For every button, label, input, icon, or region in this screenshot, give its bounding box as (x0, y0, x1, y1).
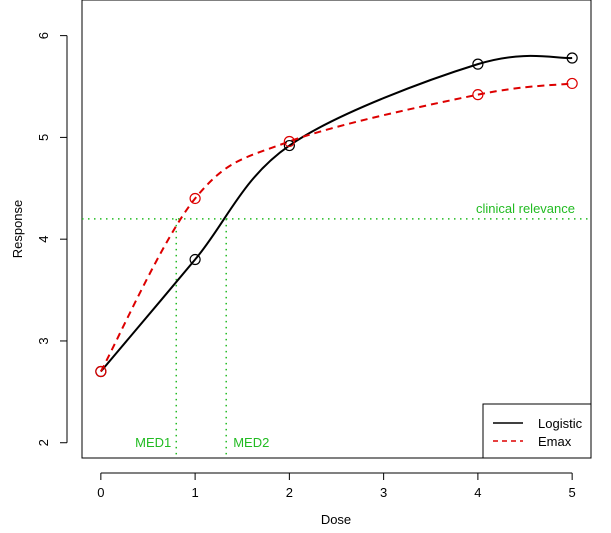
x-tick-label: 0 (97, 485, 104, 500)
med-label: MED2 (233, 435, 269, 450)
y-tick-label: 4 (36, 236, 51, 243)
data-point (566, 52, 578, 64)
series-line (100, 54, 573, 373)
x-axis-label: Dose (321, 512, 351, 527)
data-point (472, 58, 484, 70)
y-tick-label: 5 (36, 134, 51, 141)
data-point (472, 89, 484, 101)
data-point (189, 253, 201, 266)
x-tick-label: 5 (569, 485, 576, 500)
y-axis-label: Response (10, 200, 25, 259)
x-tick-label: 2 (286, 485, 293, 500)
reference-lines: clinical relevance MED1 MED2 (82, 201, 591, 458)
legend-label-logistic: Logistic (538, 416, 583, 431)
data-point (283, 135, 295, 148)
y-tick-label: 2 (36, 439, 51, 446)
clinical-relevance-label: clinical relevance (476, 201, 575, 216)
data-point (95, 365, 107, 378)
x-tick-label: 1 (191, 485, 198, 500)
x-tick-label: 4 (474, 485, 481, 500)
legend-label-emax: Emax (538, 434, 572, 449)
plot-frame (81, 0, 592, 459)
y-axis: 2 3 4 5 6 (36, 32, 68, 446)
data-point (283, 139, 295, 152)
data-point (566, 77, 578, 90)
series-lines (99, 54, 573, 373)
y-tick-label: 3 (36, 337, 51, 344)
x-tick-label: 3 (380, 485, 387, 500)
legend-box (482, 403, 592, 459)
legend: Logistic Emax (482, 403, 592, 459)
series-points (95, 52, 578, 378)
x-axis: 0 1 2 3 4 5 (97, 472, 576, 500)
y-tick-label: 6 (36, 32, 51, 39)
med-label: MED1 (135, 435, 171, 450)
data-point (189, 192, 201, 205)
series-line (99, 82, 573, 372)
